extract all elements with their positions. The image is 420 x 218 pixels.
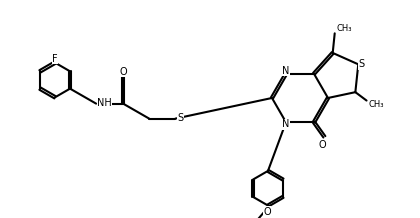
Text: O: O (318, 140, 326, 150)
Text: N: N (282, 119, 290, 129)
Text: F: F (52, 54, 58, 64)
Text: O: O (263, 206, 271, 216)
Text: S: S (177, 113, 184, 123)
Text: CH₃: CH₃ (337, 24, 352, 33)
Text: O: O (119, 67, 127, 77)
Text: S: S (358, 59, 364, 69)
Text: NH: NH (97, 98, 112, 108)
Text: CH₃: CH₃ (369, 100, 384, 109)
Text: N: N (282, 66, 290, 76)
